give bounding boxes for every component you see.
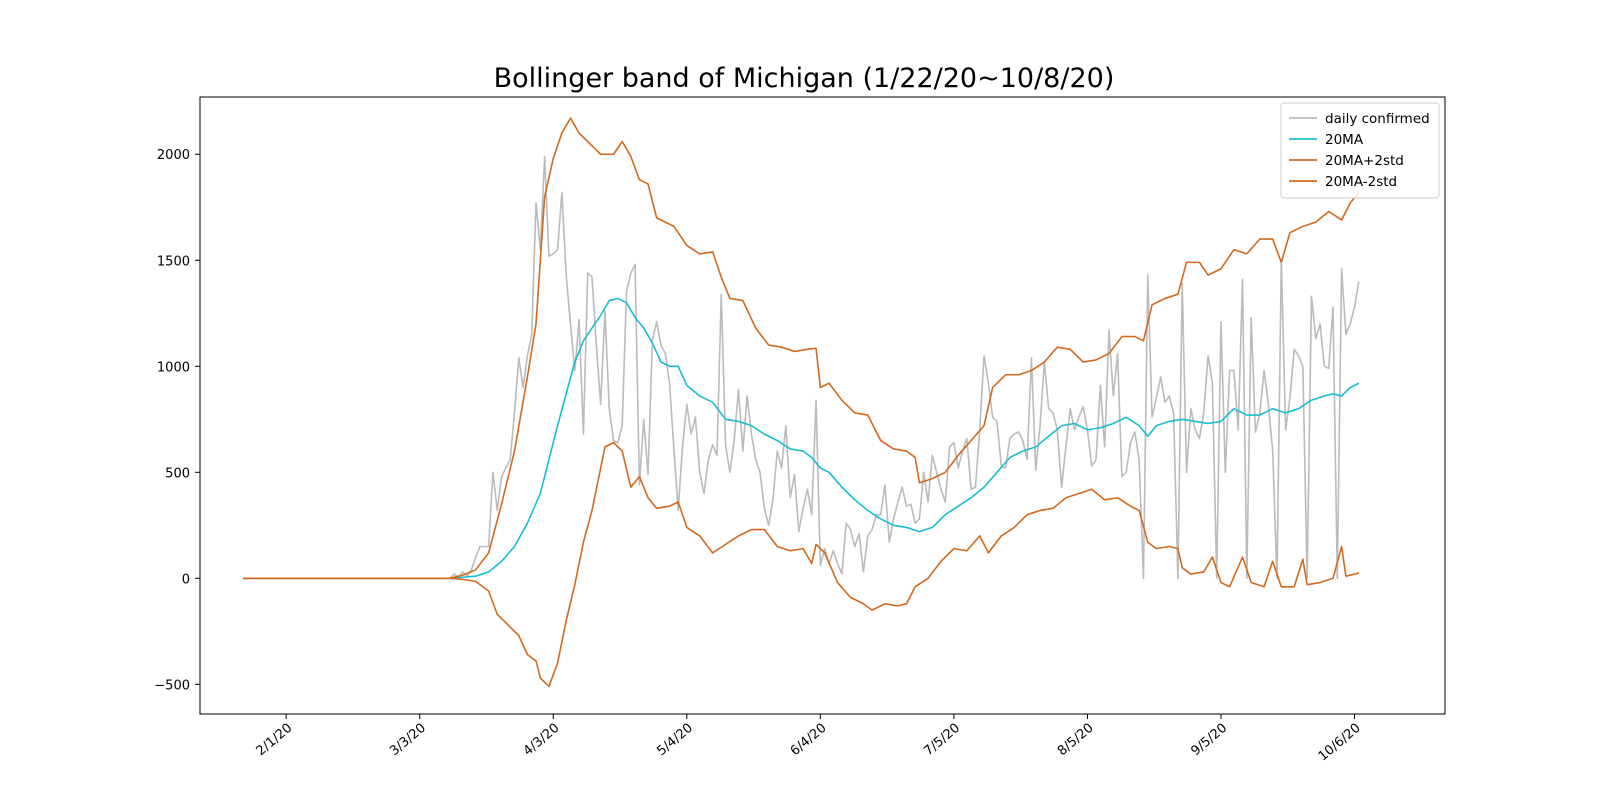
legend-label: 20MA-2std (1325, 174, 1397, 190)
legend-label: 20MA (1325, 132, 1364, 148)
y-tick-label: −500 (154, 678, 190, 693)
legend-label: 20MA+2std (1325, 153, 1404, 169)
series-layer (243, 117, 1360, 688)
y-tick-label: 500 (165, 466, 190, 481)
y-axis: −500 0 500 1000 1500 2000 (154, 148, 200, 693)
chart-title: Bollinger band of Michigan (1/22/20~10/8… (494, 63, 1115, 94)
legend: daily confirmed 20MA 20MA+2std 20MA-2std (1280, 102, 1440, 199)
y-tick-label: 1000 (157, 360, 190, 375)
legend-label: daily confirmed (1325, 111, 1430, 127)
y-tick-label: 0 (182, 572, 190, 587)
series-line-daily-confirmed (243, 155, 1360, 580)
series-line-20ma (243, 297, 1360, 580)
y-tick-label: 1500 (157, 254, 190, 269)
y-tick-label: 2000 (157, 148, 190, 163)
legend-box (1280, 102, 1440, 199)
axes-frame (199, 96, 1446, 715)
series-line-20ma-2std (243, 441, 1360, 688)
series-line-20ma-2std (243, 117, 1360, 580)
